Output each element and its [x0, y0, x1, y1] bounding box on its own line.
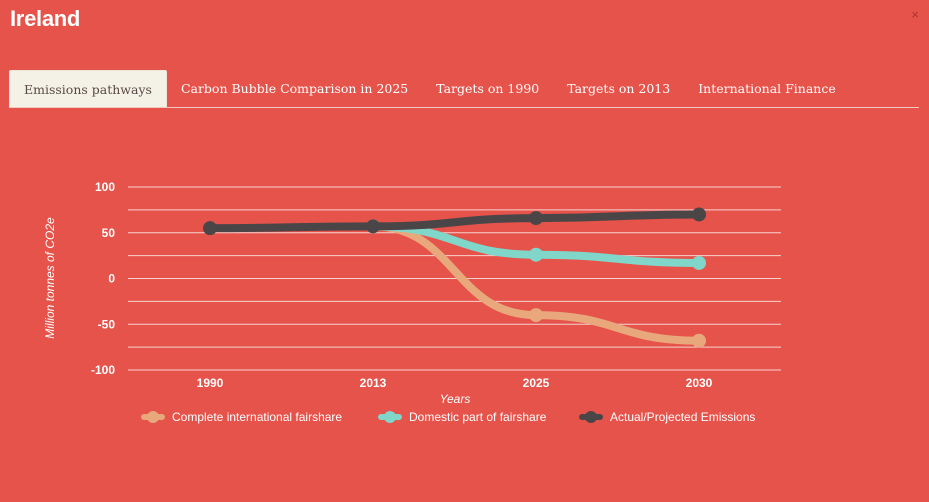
tab-targets-2013[interactable]: Targets on 2013 [567, 81, 671, 96]
x-tick-label: 2013 [360, 376, 387, 390]
tab-bar: Emissions pathways Carbon Bubble Compari… [9, 70, 919, 108]
data-point-0 [692, 333, 706, 348]
data-point-0 [529, 308, 543, 323]
close-icon[interactable]: × [911, 7, 919, 22]
data-point-1 [692, 255, 706, 270]
x-tick-label: 2030 [686, 376, 713, 390]
page-title: Ireland [10, 6, 81, 31]
x-tick-label: 2025 [523, 376, 550, 390]
series-line-0 [369, 222, 703, 345]
y-tick-label: -50 [98, 317, 116, 331]
tab-carbon-bubble-comparison[interactable]: Carbon Bubble Comparison in 2025 [180, 81, 409, 96]
data-point-2 [692, 207, 706, 222]
legend-swatch-marker [585, 411, 597, 423]
y-tick-label: 100 [95, 180, 115, 194]
series-line-2 [206, 210, 703, 233]
legend-swatch-marker [384, 411, 396, 423]
data-point-2 [203, 221, 217, 236]
tab-emissions-pathways[interactable]: Emissions pathways [9, 70, 167, 107]
y-tick-label: -100 [91, 363, 115, 377]
tab-international-finance[interactable]: International Finance [698, 81, 836, 96]
x-axis-title: Years [440, 392, 471, 406]
emissions-chart: 100 50 0 -50 -100 1990 2013 2025 2030 Years Millio… [43, 180, 781, 424]
data-point-2 [366, 219, 380, 234]
data-point-1 [529, 247, 543, 262]
y-tick-label: 50 [102, 226, 116, 240]
tab-targets-1990[interactable]: Targets on 1990 [436, 81, 540, 96]
data-point-2 [529, 211, 543, 226]
legend-label: Domestic part of fairshare [409, 410, 547, 424]
x-tick-label: 1990 [197, 376, 224, 390]
y-axis-title: Million tonnes of CO2e [43, 217, 57, 339]
legend-label: Complete international fairshare [172, 410, 342, 424]
y-tick-label: 0 [108, 272, 115, 286]
legend-label: Actual/Projected Emissions [610, 410, 755, 424]
legend-swatch-marker [147, 411, 159, 423]
